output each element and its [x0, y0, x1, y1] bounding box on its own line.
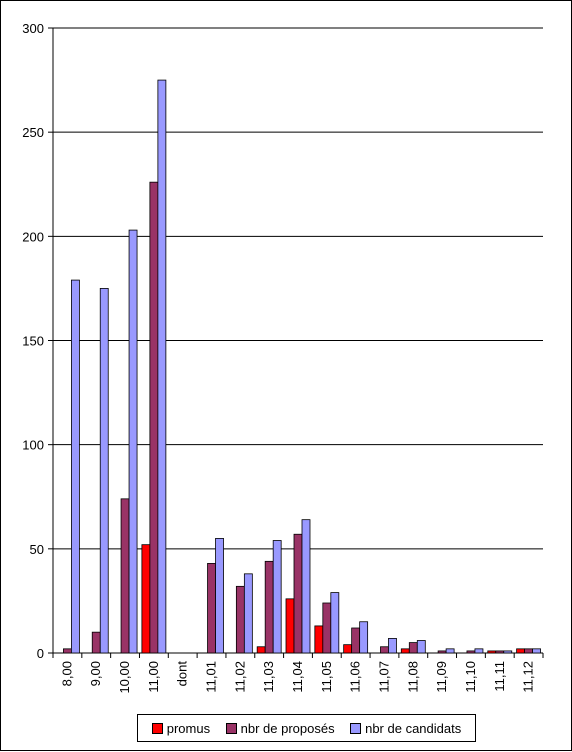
bar: [408, 642, 418, 654]
bar: [400, 648, 410, 654]
x-tick-label: 11,01: [204, 661, 219, 693]
bar: [437, 650, 447, 654]
legend-label-promus: promus: [166, 720, 211, 736]
bar: [215, 538, 224, 654]
x-tick-label: dont: [175, 661, 190, 687]
bar: [359, 621, 369, 654]
bar: [524, 648, 533, 654]
legend: promus nbr de proposés nbr de candidats: [137, 714, 476, 742]
x-tick-label: 11,02: [232, 661, 247, 693]
bar: [91, 631, 101, 654]
bar: [532, 648, 541, 654]
x-tick-label: 9,00: [88, 661, 103, 686]
bar: [487, 650, 497, 654]
legend-label-proposes: nbr de proposés: [240, 720, 335, 736]
y-tick-label: 50: [30, 542, 44, 557]
y-tick-label: 250: [22, 125, 44, 140]
x-tick-label: 11,05: [319, 661, 334, 693]
bar: [149, 181, 159, 654]
y-tick-label: 300: [22, 21, 44, 36]
bar: [264, 560, 274, 654]
bar: [128, 229, 138, 654]
bar: [272, 540, 282, 654]
x-tick-label: 11,09: [434, 661, 449, 693]
legend-swatch-proposes: [225, 722, 237, 734]
y-tick-label: 150: [22, 334, 44, 349]
bar: [416, 640, 426, 654]
y-tick-label: 100: [22, 438, 44, 453]
legend-item-proposes: nbr de proposés: [225, 720, 335, 736]
bar: [388, 638, 397, 654]
x-tick-label: 11,10: [463, 661, 478, 693]
x-tick-label: 11,07: [376, 661, 391, 693]
bar: [99, 288, 109, 654]
legend-label-candidats: nbr de candidats: [365, 720, 462, 736]
bar: [380, 646, 389, 654]
bar: [516, 648, 525, 654]
bar: [141, 544, 151, 654]
x-tick-label: 11,11: [492, 661, 507, 692]
bar: [207, 563, 216, 654]
bar: [157, 79, 167, 654]
bar: [71, 279, 80, 654]
x-tick-label: 11,06: [348, 661, 363, 693]
x-tick-label: 11,04: [290, 661, 305, 693]
bar: [322, 602, 332, 654]
x-tick-label: 10,00: [117, 661, 132, 694]
x-tick-label: 11,08: [405, 661, 420, 693]
bar: [351, 627, 361, 654]
bar: [293, 533, 303, 654]
y-tick-label: 200: [22, 229, 44, 244]
bar: [343, 644, 353, 654]
bar: [466, 650, 476, 654]
bar: [120, 498, 130, 654]
x-tick-label: 11,03: [261, 661, 276, 693]
bar: [235, 585, 245, 654]
bar: [330, 592, 340, 654]
x-tick-label: 8,00: [59, 661, 74, 686]
bar: [474, 648, 484, 654]
legend-item-promus: promus: [151, 720, 211, 736]
bar: [314, 625, 324, 654]
bar: [445, 648, 455, 654]
bar: [243, 573, 253, 654]
bar: [503, 650, 513, 654]
x-tick-label: 11,12: [521, 661, 536, 693]
legend-swatch-candidats: [350, 722, 362, 734]
y-tick-label: 0: [37, 646, 44, 661]
legend-item-candidats: nbr de candidats: [350, 721, 461, 736]
bar: [285, 598, 295, 654]
bar: [256, 646, 266, 654]
legend-swatch-promus: [151, 722, 163, 734]
x-tick-label: 11,00: [146, 661, 161, 693]
bar: [63, 648, 72, 654]
bar: [495, 650, 505, 654]
bar: [301, 519, 311, 654]
